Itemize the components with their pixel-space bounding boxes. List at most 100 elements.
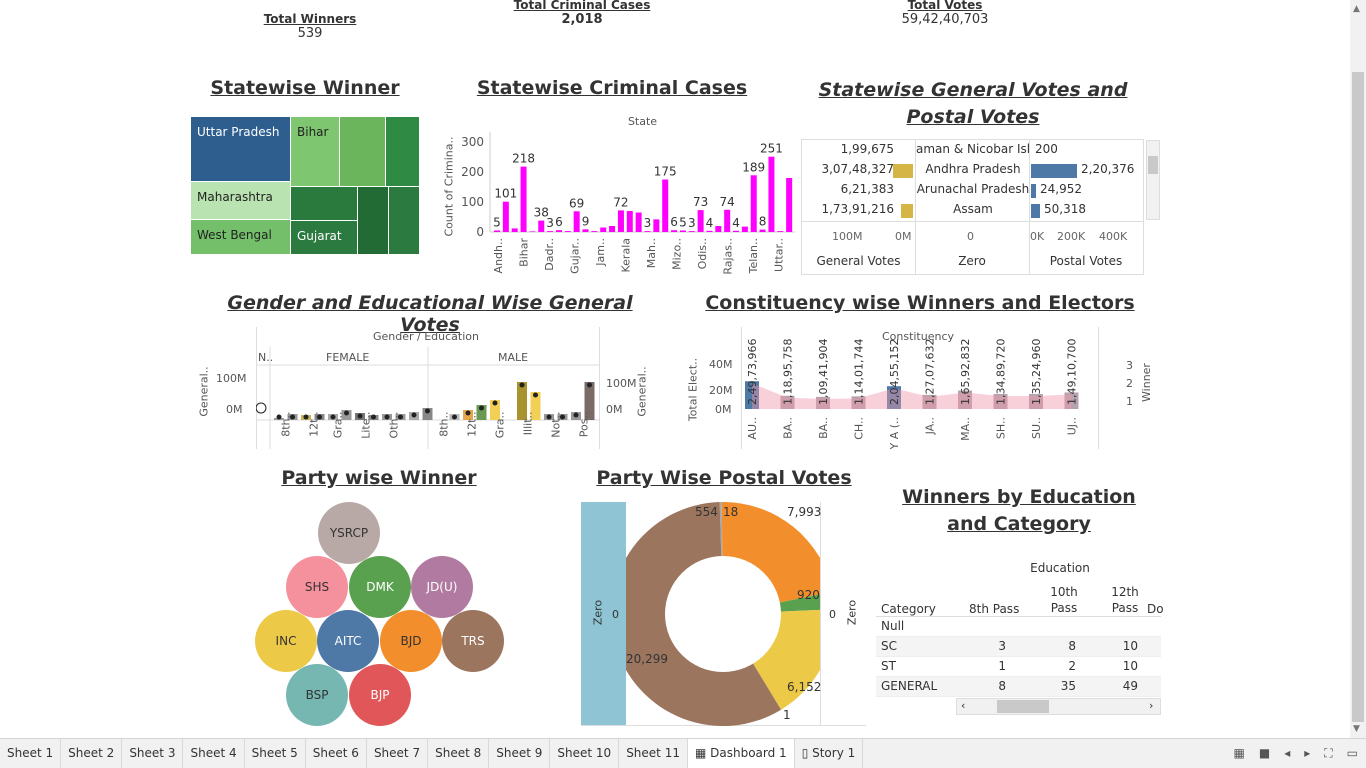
next-sheet-icon[interactable]: ▸ — [1304, 746, 1311, 760]
party-bubble[interactable]: DMK — [349, 556, 411, 618]
table-cell-value: 8 — [998, 679, 1006, 693]
gender-ytick-0m: 0M — [226, 403, 243, 416]
constituency-bar — [887, 386, 901, 409]
postal-votes-bar — [1031, 204, 1040, 218]
criminal-bar — [547, 231, 554, 232]
tab-sheet-2[interactable]: Sheet 2 — [61, 739, 123, 768]
tab-sheet-7[interactable]: Sheet 7 — [367, 739, 429, 768]
criminal-data-label: 3 — [546, 216, 554, 230]
edu-header: Education — [1030, 561, 1090, 575]
treemap-cell[interactable] — [340, 117, 386, 187]
gender-group-female: FEMALE — [326, 351, 370, 364]
gender-xlabel: 12t.. — [307, 411, 321, 437]
person-icon — [398, 414, 403, 420]
gender-edu-bar — [517, 382, 527, 420]
grid-view-icon[interactable]: ▦ — [1233, 746, 1245, 760]
first-sheet-icon[interactable]: ◂ — [1284, 746, 1291, 760]
chevron-right-icon[interactable]: › — [1149, 699, 1154, 712]
criminal-data-label: 6 — [670, 215, 678, 229]
treemap-cell-maharashtra[interactable]: Maharashtra — [191, 182, 291, 220]
tab-sheet-8[interactable]: Sheet 8 — [428, 739, 490, 768]
criminal-data-label: 3 — [644, 216, 652, 230]
person-icon — [384, 414, 390, 420]
tab-sheet-5[interactable]: Sheet 5 — [245, 739, 306, 768]
tab-sheet-3[interactable]: Sheet 3 — [122, 739, 184, 768]
chevron-up-icon[interactable]: ▲ — [1353, 4, 1360, 14]
table-cell-category: ST — [881, 659, 896, 673]
party-postal-panel: Zero 0 Zero 0 554 18 7,993 920 20,299 6,… — [581, 502, 866, 726]
filmstrip-icon[interactable]: ■ — [1258, 746, 1271, 760]
party-bubble[interactable]: BJD — [380, 610, 442, 672]
criminal-bar — [715, 226, 722, 232]
table-cell-value: 10 — [1122, 639, 1138, 653]
treemap-cell-uttar-pradesh[interactable]: Uttar Pradesh — [191, 117, 291, 182]
constituency-bar — [851, 396, 866, 409]
table-row: SC 3 8 10 — [876, 637, 1161, 657]
treemap-cell-bihar[interactable]: Bihar — [291, 117, 340, 187]
tab-sheet-1[interactable]: Sheet 1 — [0, 739, 62, 768]
criminal-bar — [706, 230, 713, 232]
criminal-data-label: 74 — [720, 195, 735, 209]
party-bubble[interactable]: AITC — [317, 610, 379, 672]
table-cell-value: 10 — [1122, 659, 1138, 673]
tab-sheet-10[interactable]: Sheet 10 — [550, 739, 620, 768]
constituency-value-label: 2,04,55,152 — [888, 339, 901, 405]
treemap-cell-gujarat[interactable]: Gujarat — [291, 221, 358, 255]
title-criminal-cases: Statewise Criminal Cases — [476, 77, 748, 99]
treemap-cell[interactable] — [386, 117, 420, 187]
gender-ytick-right-0m: 0M — [606, 403, 623, 416]
person-icon — [560, 414, 565, 420]
party-bubble[interactable]: INC — [255, 610, 317, 672]
constituency-value-label: 1,34,89,720 — [995, 339, 1008, 405]
postal-votes-bar — [1031, 184, 1036, 198]
constituency-value-label: 1,65,92,832 — [959, 339, 972, 405]
chevron-down-icon[interactable]: ▼ — [1353, 724, 1360, 734]
const-ytick-40m: 40M — [709, 358, 733, 371]
constituency-xlabel: BA.. — [817, 417, 830, 439]
chevron-left-icon[interactable]: ‹ — [961, 699, 966, 712]
criminal-data-label: 73 — [693, 195, 708, 209]
tab-sheet-11[interactable]: Sheet 11 — [619, 739, 688, 768]
page-scrollbar[interactable]: ▲ ▼ — [1350, 0, 1366, 738]
party-bubble[interactable]: BJP — [349, 664, 411, 726]
table-cell-value: 1 — [998, 659, 1006, 673]
fullscreen-icon[interactable]: ⛶ — [1324, 746, 1333, 760]
party-bubble[interactable]: BSP — [286, 664, 348, 726]
party-bubble[interactable]: SHS — [286, 556, 348, 618]
constituency-value-label: 1,18,95,758 — [782, 339, 795, 405]
col-label-postal: Postal Votes — [1049, 254, 1123, 268]
general-votes-value: 1,99,675 — [840, 142, 894, 156]
title-general-postal: Statewise General Votes and Postal Votes — [818, 79, 1128, 128]
donut-label: 554 — [695, 505, 718, 519]
criminal-bar — [582, 229, 589, 232]
constituency-bar — [958, 390, 972, 409]
party-bubble[interactable]: YSRCP — [318, 502, 380, 564]
gender-edu-bar — [490, 400, 500, 420]
treemap-cell[interactable] — [291, 187, 358, 221]
treemap-cell-west-bengal[interactable]: West Bengal — [191, 220, 291, 255]
treemap-cell[interactable] — [358, 187, 389, 255]
axis-gen-100m: 100M — [832, 230, 863, 243]
edu-h-scrollbar[interactable]: ‹ › — [956, 698, 1161, 715]
tab-sheet-4[interactable]: Sheet 4 — [183, 739, 245, 768]
treemap-cell[interactable] — [389, 187, 420, 255]
criminal-bar — [626, 211, 633, 232]
general-postal-scrollbar[interactable] — [1146, 140, 1160, 220]
postal-votes-value: 24,952 — [1040, 182, 1082, 196]
presentation-icon[interactable]: ▭ — [1346, 746, 1358, 760]
criminal-bar — [786, 178, 793, 232]
const-rtick-3: 3 — [1126, 359, 1133, 372]
general-votes-bar — [893, 164, 913, 178]
party-bubble-chart: YSRCP SHS DMK JD(U) INC AITC BJD TRS BSP BJP — [250, 500, 510, 730]
criminal-bar — [768, 156, 775, 232]
party-bubble[interactable]: TRS — [442, 610, 504, 672]
ytick-label: 200 — [461, 165, 484, 179]
constituency-value-label: 2,49,73,966 — [746, 339, 759, 405]
gender-xlabel: Not.. — [549, 411, 563, 438]
tab-sheet-9[interactable]: Sheet 9 — [489, 739, 551, 768]
party-bubble[interactable]: JD(U) — [411, 556, 473, 618]
tab-story-1[interactable]: ▯ Story 1 — [795, 739, 864, 768]
criminal-xlabel: Jam.. — [594, 238, 607, 267]
tab-dashboard-1[interactable]: ▦ Dashboard 1 — [687, 739, 795, 768]
tab-sheet-6[interactable]: Sheet 6 — [306, 739, 367, 768]
